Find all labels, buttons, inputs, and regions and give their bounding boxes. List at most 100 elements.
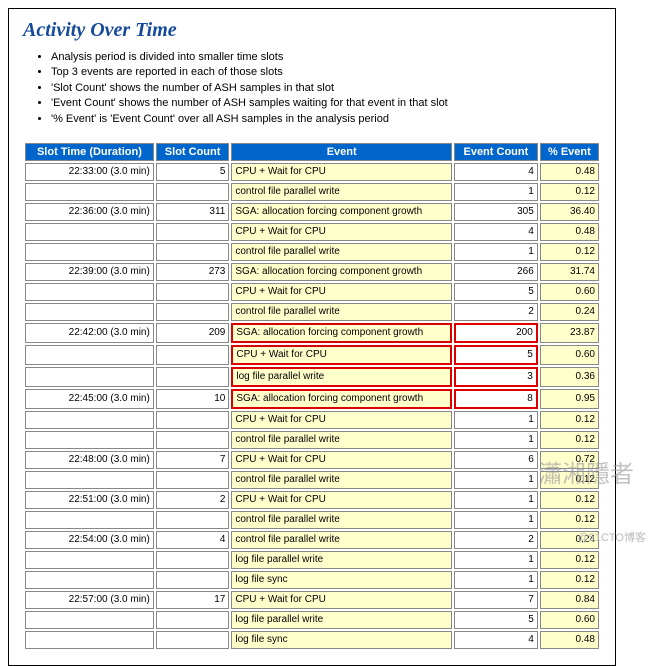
cell: 4 [454, 223, 538, 241]
table-row: log file parallel write50.60 [25, 611, 599, 629]
cell [156, 471, 230, 489]
cell: 22:33:00 (3.0 min) [25, 163, 154, 181]
cell: 2 [156, 491, 230, 509]
cell: 0.12 [540, 491, 599, 509]
col-header: Event Count [454, 143, 538, 161]
cell: 7 [156, 451, 230, 469]
cell: 5 [156, 163, 230, 181]
cell: CPU + Wait for CPU [231, 223, 452, 241]
cell: 22:57:00 (3.0 min) [25, 591, 154, 609]
cell: CPU + Wait for CPU [231, 283, 452, 301]
cell: 22:45:00 (3.0 min) [25, 389, 154, 409]
cell: CPU + Wait for CPU [231, 411, 452, 429]
table-row: control file parallel write10.12 [25, 431, 599, 449]
cell: 0.12 [540, 411, 599, 429]
table-row: CPU + Wait for CPU50.60 [25, 345, 599, 365]
cell: 311 [156, 203, 230, 221]
table-row: log file parallel write10.12 [25, 551, 599, 569]
cell: 1 [454, 571, 538, 589]
cell: CPU + Wait for CPU [231, 451, 452, 469]
cell: 0.12 [540, 183, 599, 201]
cell: CPU + Wait for CPU [231, 591, 452, 609]
cell: control file parallel write [231, 431, 452, 449]
cell: 1 [454, 471, 538, 489]
cell: log file sync [231, 571, 452, 589]
cell: log file parallel write [231, 367, 452, 387]
cell: 273 [156, 263, 230, 281]
cell [25, 367, 154, 387]
bullet: Top 3 events are reported in each of tho… [51, 65, 601, 80]
cell [25, 243, 154, 261]
cell: 200 [454, 323, 538, 343]
cell: 1 [454, 411, 538, 429]
cell [156, 283, 230, 301]
cell [156, 345, 230, 365]
cell [25, 511, 154, 529]
cell [156, 183, 230, 201]
cell: SGA: allocation forcing component growth [231, 323, 452, 343]
col-header: % Event [540, 143, 599, 161]
cell [25, 551, 154, 569]
table-row: 22:33:00 (3.0 min)5CPU + Wait for CPU40.… [25, 163, 599, 181]
table-row: 22:45:00 (3.0 min)10SGA: allocation forc… [25, 389, 599, 409]
table-row: control file parallel write10.12 [25, 243, 599, 261]
cell: 305 [454, 203, 538, 221]
table-row: control file parallel write10.12 [25, 511, 599, 529]
cell [156, 631, 230, 649]
cell: 10 [156, 389, 230, 409]
table-row: log file parallel write30.36 [25, 367, 599, 387]
table-row: 22:54:00 (3.0 min)4control file parallel… [25, 531, 599, 549]
table-row: 22:39:00 (3.0 min)273SGA: allocation for… [25, 263, 599, 281]
cell: 0.12 [540, 551, 599, 569]
cell: 0.12 [540, 511, 599, 529]
cell [156, 243, 230, 261]
cell [156, 551, 230, 569]
cell: 6 [454, 451, 538, 469]
cell: 36.40 [540, 203, 599, 221]
cell: 1 [454, 431, 538, 449]
cell: 3 [454, 367, 538, 387]
cell: control file parallel write [231, 183, 452, 201]
cell: 5 [454, 345, 538, 365]
page-title: Activity Over Time [23, 19, 601, 42]
table-row: CPU + Wait for CPU50.60 [25, 283, 599, 301]
cell [25, 183, 154, 201]
cell: CPU + Wait for CPU [231, 345, 452, 365]
bullet: Analysis period is divided into smaller … [51, 50, 601, 65]
cell: 0.60 [540, 611, 599, 629]
cell: 1 [454, 551, 538, 569]
cell: 23.87 [540, 323, 599, 343]
cell: SGA: allocation forcing component growth [231, 203, 452, 221]
cell: 2 [454, 303, 538, 321]
cell [156, 223, 230, 241]
cell: 0.12 [540, 431, 599, 449]
cell: control file parallel write [231, 243, 452, 261]
cell [156, 367, 230, 387]
table-row: 22:42:00 (3.0 min)209SGA: allocation for… [25, 323, 599, 343]
header-row: Slot Time (Duration)Slot CountEventEvent… [25, 143, 599, 161]
cell: 209 [156, 323, 230, 343]
cell [25, 345, 154, 365]
cell: 0.60 [540, 345, 599, 365]
col-header: Slot Time (Duration) [25, 143, 154, 161]
cell: CPU + Wait for CPU [231, 163, 452, 181]
table-row: CPU + Wait for CPU10.12 [25, 411, 599, 429]
table-row: 22:51:00 (3.0 min)2CPU + Wait for CPU10.… [25, 491, 599, 509]
cell: 1 [454, 183, 538, 201]
cell: 4 [454, 163, 538, 181]
cell [25, 631, 154, 649]
cell [25, 283, 154, 301]
cell: control file parallel write [231, 531, 452, 549]
cell: log file parallel write [231, 611, 452, 629]
cell: 0.60 [540, 283, 599, 301]
table-row: control file parallel write10.12 [25, 183, 599, 201]
table-row: 22:48:00 (3.0 min)7CPU + Wait for CPU60.… [25, 451, 599, 469]
table-row: 22:57:00 (3.0 min)17CPU + Wait for CPU70… [25, 591, 599, 609]
cell: 5 [454, 283, 538, 301]
cell: 22:51:00 (3.0 min) [25, 491, 154, 509]
table-body: 22:33:00 (3.0 min)5CPU + Wait for CPU40.… [25, 163, 599, 649]
cell: 31.74 [540, 263, 599, 281]
cell: 0.84 [540, 591, 599, 609]
cell: 0.48 [540, 163, 599, 181]
cell: 4 [156, 531, 230, 549]
